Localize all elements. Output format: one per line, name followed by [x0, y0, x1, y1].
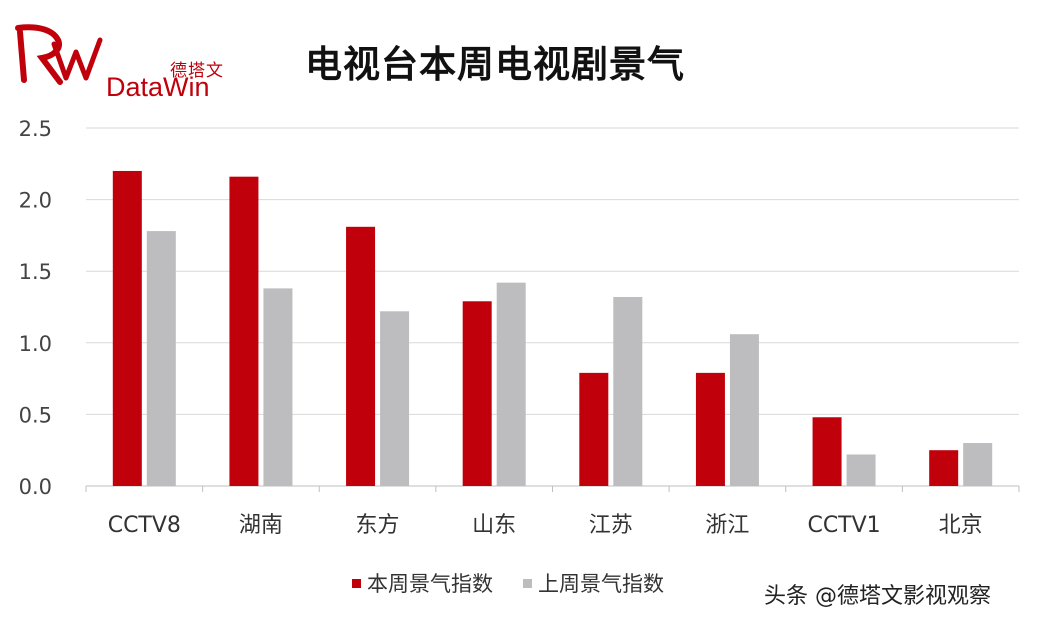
- y-tick-label: 2.5: [19, 117, 52, 141]
- legend-item-last-week: 上周景气指数: [523, 568, 664, 598]
- bar-last-week: [729, 334, 759, 486]
- bar-last-week: [380, 311, 410, 486]
- x-tick-label: 湖南: [239, 513, 283, 538]
- bar-last-week: [846, 454, 876, 486]
- bar-this-week: [112, 170, 142, 486]
- legend-label-this-week: 本周景气指数: [367, 572, 493, 596]
- x-tick-label: 北京: [939, 513, 983, 538]
- bar-last-week: [963, 443, 993, 486]
- datawin-logo-mark: [15, 24, 103, 85]
- legend-item-this-week: 本周景气指数: [352, 568, 493, 598]
- bar-this-week: [229, 176, 259, 487]
- y-tick-label: 0.0: [19, 475, 52, 499]
- logo-english-name: DataWin: [106, 72, 210, 102]
- y-tick-label: 0.5: [19, 403, 52, 427]
- bar-this-week: [462, 301, 492, 486]
- legend-label-last-week: 上周景气指数: [538, 572, 664, 596]
- bar-last-week: [263, 288, 293, 486]
- y-tick-label: 1.0: [19, 332, 52, 356]
- legend-swatch-this-week: [352, 578, 361, 588]
- x-tick-label: 江苏: [589, 513, 633, 538]
- bar-this-week: [579, 372, 609, 486]
- legend-swatch-last-week: [523, 578, 532, 588]
- x-tick-label: 东方: [356, 513, 400, 538]
- datawin-logo: 德塔文 DataWin: [14, 22, 244, 102]
- bar-last-week: [146, 231, 176, 486]
- logo-chinese-name: 德塔文: [170, 61, 224, 81]
- watermark-text: 头条 @德塔文影视观察: [764, 584, 991, 609]
- bar-this-week: [346, 226, 376, 487]
- bar-this-week: [929, 450, 959, 486]
- bar-last-week: [613, 296, 643, 486]
- bar-this-week: [695, 372, 725, 486]
- x-tick-label: 浙江: [705, 513, 749, 538]
- x-tick-label: CCTV8: [108, 513, 181, 538]
- x-tick-label: 山东: [472, 513, 516, 538]
- bar-last-week: [496, 282, 526, 486]
- y-tick-label: 2.0: [19, 189, 52, 213]
- x-tick-label: CCTV1: [807, 513, 880, 538]
- y-tick-label: 1.5: [19, 260, 52, 284]
- bar-this-week: [812, 417, 842, 486]
- chart-legend: 本周景气指数 上周景气指数: [352, 568, 694, 598]
- chart-title: 电视台本周电视剧景气: [305, 43, 685, 86]
